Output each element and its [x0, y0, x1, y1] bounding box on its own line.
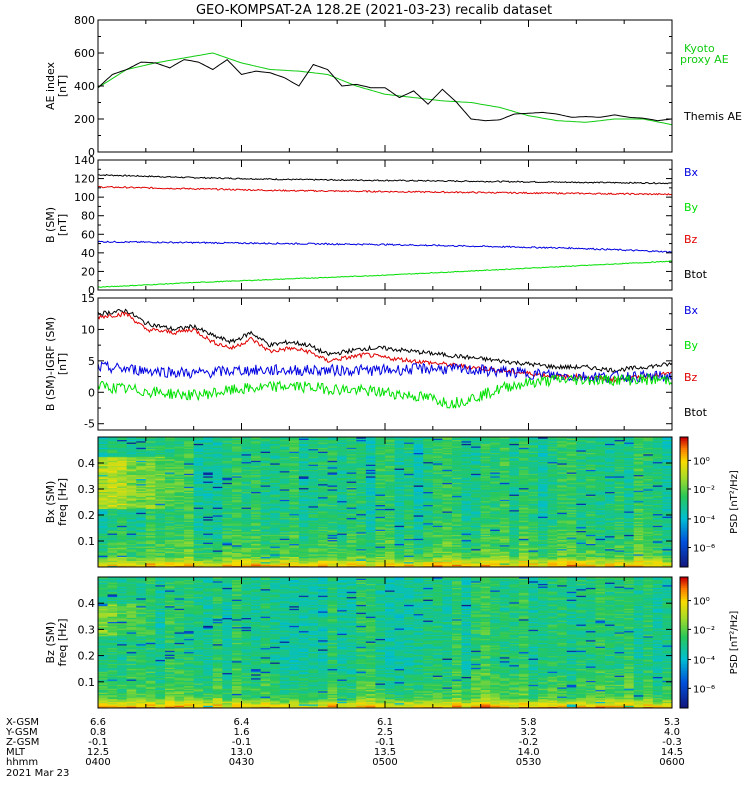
series-line-bx — [98, 374, 672, 408]
y-tick-label: 20 — [81, 265, 95, 278]
legend-label: Bz — [684, 371, 698, 384]
panel-frame — [98, 160, 672, 290]
legend-bsm: Bx By Bz Btot — [684, 166, 708, 281]
y-axis-label: [nT] — [56, 214, 69, 236]
y-tick-label: 120 — [74, 173, 95, 186]
legend-label: Themis AE — [683, 110, 742, 123]
spectrogram-specBx — [98, 437, 672, 567]
series-line-bz — [98, 241, 672, 252]
y-axis-label: [nT] — [56, 353, 69, 375]
series-line-btot — [98, 175, 672, 184]
series-line-bz — [98, 362, 672, 382]
y-tick-label: 0 — [88, 386, 95, 399]
legend-label: Btot — [684, 406, 708, 419]
series-line-btot — [98, 309, 672, 372]
y-tick-label: 600 — [74, 47, 95, 60]
y-tick-label: 800 — [74, 14, 95, 27]
y-tick-label: 40 — [81, 247, 95, 260]
series-group — [98, 309, 672, 408]
series-group — [98, 175, 672, 288]
y-tick-label: 5 — [88, 355, 95, 368]
y-tick-label: 200 — [74, 113, 95, 126]
series-line-by — [98, 186, 672, 195]
legend-label: By — [684, 201, 699, 214]
y-tick-label: 100 — [74, 191, 95, 204]
legend-label: By — [684, 339, 699, 352]
series-group — [98, 53, 672, 125]
chart-title: GEO-KOMPSAT-2A 128.2E (2021-03-23) recal… — [196, 3, 552, 18]
y-tick-label: 140 — [74, 154, 95, 167]
y-tick-label: 15 — [81, 292, 95, 305]
panel-frame — [98, 298, 672, 430]
legend-label: Bx — [684, 304, 699, 317]
legend-label: Btot — [684, 268, 708, 281]
y-tick-label: -5 — [84, 418, 95, 431]
y-tick-label: 60 — [81, 228, 95, 241]
legend-label: proxy AE — [680, 53, 729, 66]
legend-dbsm: Bx By Bz Btot — [684, 304, 708, 419]
y-tick-label: 400 — [74, 80, 95, 93]
y-tick-label: 10 — [81, 323, 95, 336]
legend-label: Bx — [684, 166, 699, 179]
legend-label: Bz — [684, 233, 698, 246]
y-tick-label: 80 — [81, 210, 95, 223]
y-axis-label: [nT] — [56, 75, 69, 97]
panel-frame — [98, 20, 672, 152]
series-line-themis-ae — [98, 60, 672, 121]
series-line-kyoto-proxy-ae — [98, 53, 672, 125]
